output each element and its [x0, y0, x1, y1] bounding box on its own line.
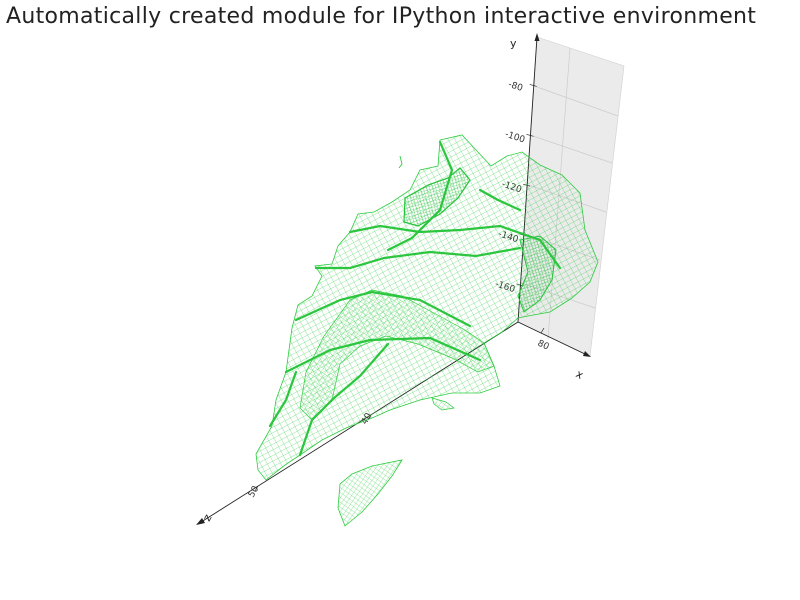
surface-fragment — [337, 459, 403, 527]
surface-right-wing — [517, 235, 557, 313]
figure-title: Automatically created module for IPython… — [6, 4, 757, 29]
surface-small-bit — [431, 397, 455, 411]
x-axis-label: x — [574, 367, 587, 382]
surface-ridge-lines — [268, 140, 562, 457]
z-axis-label: z — [200, 512, 214, 524]
z-tick-label: 50 — [247, 484, 262, 499]
surface-ridge — [299, 289, 495, 421]
surface-top-spike — [398, 155, 403, 169]
y-tick-label: -80 — [507, 80, 524, 94]
y-tick-mark — [526, 133, 534, 137]
wireframe-surface[interactable] — [255, 134, 599, 527]
surface-dense-fold — [403, 167, 471, 227]
y-axis-label: y — [510, 37, 517, 50]
y-tick-label: -100 — [504, 130, 527, 146]
y-tick-mark — [529, 84, 537, 87]
surface-main — [255, 134, 599, 481]
x-tick-label: 80 — [536, 339, 551, 353]
